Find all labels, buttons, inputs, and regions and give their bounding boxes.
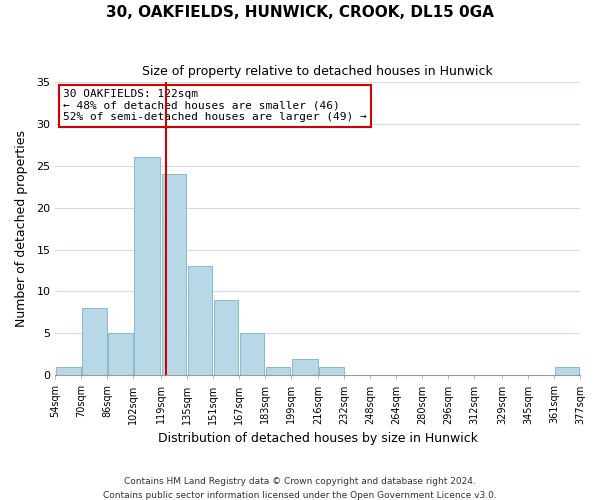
- Bar: [239, 334, 264, 376]
- Text: Contains HM Land Registry data © Crown copyright and database right 2024.
Contai: Contains HM Land Registry data © Crown c…: [103, 478, 497, 500]
- Bar: [266, 367, 290, 376]
- X-axis label: Distribution of detached houses by size in Hunwick: Distribution of detached houses by size …: [158, 432, 478, 445]
- Bar: [134, 158, 160, 376]
- Text: 30, OAKFIELDS, HUNWICK, CROOK, DL15 0GA: 30, OAKFIELDS, HUNWICK, CROOK, DL15 0GA: [106, 5, 494, 20]
- Bar: [554, 367, 580, 376]
- Bar: [319, 367, 344, 376]
- Bar: [82, 308, 107, 376]
- Bar: [56, 367, 80, 376]
- Bar: [108, 334, 133, 376]
- Y-axis label: Number of detached properties: Number of detached properties: [15, 130, 28, 327]
- Bar: [292, 358, 318, 376]
- Bar: [161, 174, 186, 376]
- Bar: [188, 266, 212, 376]
- Title: Size of property relative to detached houses in Hunwick: Size of property relative to detached ho…: [142, 65, 493, 78]
- Text: 30 OAKFIELDS: 122sqm
← 48% of detached houses are smaller (46)
52% of semi-detac: 30 OAKFIELDS: 122sqm ← 48% of detached h…: [63, 90, 367, 122]
- Bar: [214, 300, 238, 376]
